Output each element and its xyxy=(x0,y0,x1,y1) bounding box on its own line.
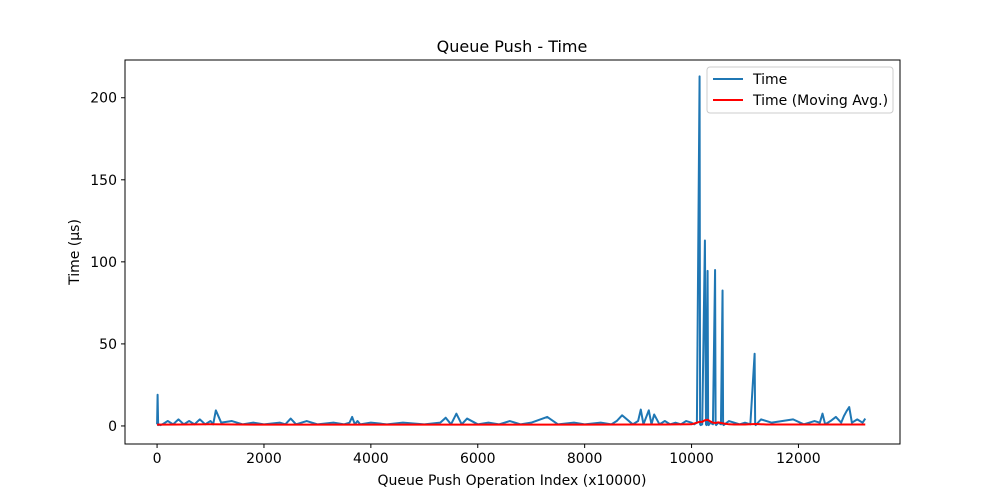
y-axis-ticks: 0 50 100 150 200 xyxy=(90,91,125,435)
x-tick-label: 0 xyxy=(153,451,162,467)
legend: Time Time (Moving Avg.) xyxy=(706,66,894,114)
y-axis-label: Time (µs) xyxy=(67,219,83,286)
x-axis-ticks: 0 2000 4000 6000 8000 10000 12000 xyxy=(153,444,821,467)
x-axis-label: Queue Push Operation Index (x10000) xyxy=(378,473,647,489)
series-line-time xyxy=(156,75,867,427)
y-tick-label: 0 xyxy=(108,419,117,435)
y-tick-label: 150 xyxy=(90,173,117,189)
x-tick-label: 8000 xyxy=(567,451,603,467)
x-tick-label: 4000 xyxy=(353,451,389,467)
y-tick-label: 100 xyxy=(90,255,117,271)
chart-title: Queue Push - Time xyxy=(437,37,588,56)
y-tick-label: 50 xyxy=(99,337,117,353)
y-tick-label: 200 xyxy=(90,91,117,107)
x-tick-label: 6000 xyxy=(460,451,496,467)
legend-label-time: Time xyxy=(752,72,787,88)
x-tick-label: 2000 xyxy=(246,451,282,467)
series-line-moving-avg xyxy=(157,418,866,426)
legend-label-moving-avg: Time (Moving Avg.) xyxy=(752,93,888,109)
plot-frame xyxy=(124,59,901,445)
x-tick-label: 10000 xyxy=(669,451,714,467)
series-layer xyxy=(156,75,867,427)
legend-box xyxy=(706,66,894,114)
x-tick-label: 12000 xyxy=(776,451,821,467)
